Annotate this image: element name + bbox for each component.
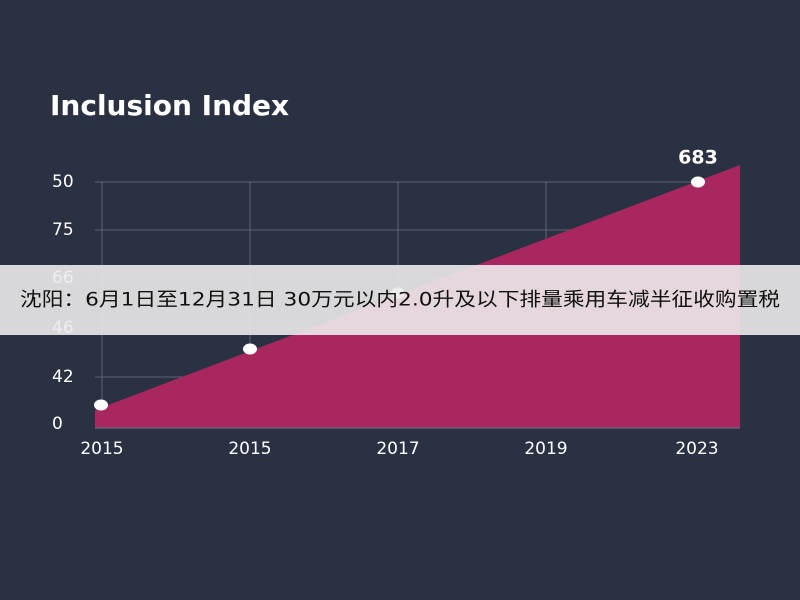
y-tick-label: 50 — [52, 172, 74, 192]
banner-text: 沈阳：6月1日至12月31日 30万元以内2.0升及以下排量乘用车减半征收购置税 — [20, 289, 780, 311]
point — [691, 176, 705, 188]
x-tick-label: 2019 — [524, 439, 567, 459]
banner — [0, 265, 800, 335]
y-tick-label: 75 — [52, 220, 74, 240]
y-tick-label: 0 — [52, 414, 63, 434]
x-tick-label: 2017 — [376, 439, 419, 459]
point — [243, 343, 257, 355]
x-tick-label: 2015 — [80, 439, 123, 459]
annotation: 683 — [678, 147, 718, 169]
y-tick-label: 42 — [52, 367, 74, 387]
point — [94, 399, 108, 411]
x-tick-label: 2023 — [675, 439, 718, 459]
chart-title: Inclusion Index — [50, 89, 289, 122]
x-tick-label: 2015 — [228, 439, 271, 459]
